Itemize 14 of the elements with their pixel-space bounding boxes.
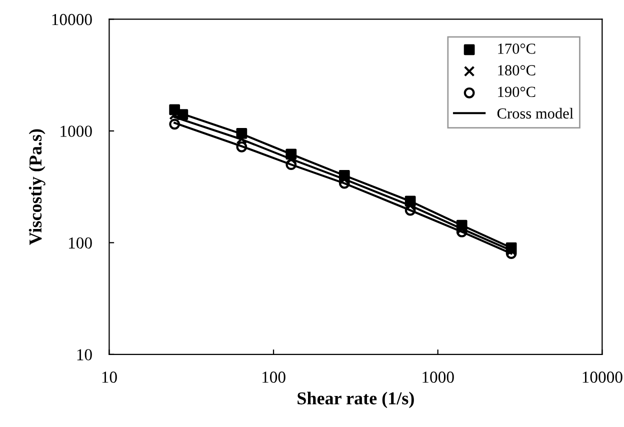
legend-label: 170°C <box>498 44 536 54</box>
x-axis-title: Shear rate (1/s) <box>298 392 414 408</box>
y-axis-title: Viscostiy (Pa.s) <box>28 129 46 245</box>
legend-label: 190°C <box>498 86 536 98</box>
y-tick-label: 100 <box>69 237 92 249</box>
legend-label: 180°C <box>498 65 536 76</box>
y-tick-label: 10000 <box>52 14 92 26</box>
y-tick-label: 10 <box>77 349 92 360</box>
x-tick-label: 10000 <box>582 372 622 383</box>
x-tick-label: 1000 <box>422 372 454 383</box>
y-tick-label: 1000 <box>60 126 92 137</box>
x-tick-label: 100 <box>262 372 286 383</box>
x-tick-label: 10 <box>102 372 117 383</box>
legend-label: Cross model <box>497 108 574 119</box>
